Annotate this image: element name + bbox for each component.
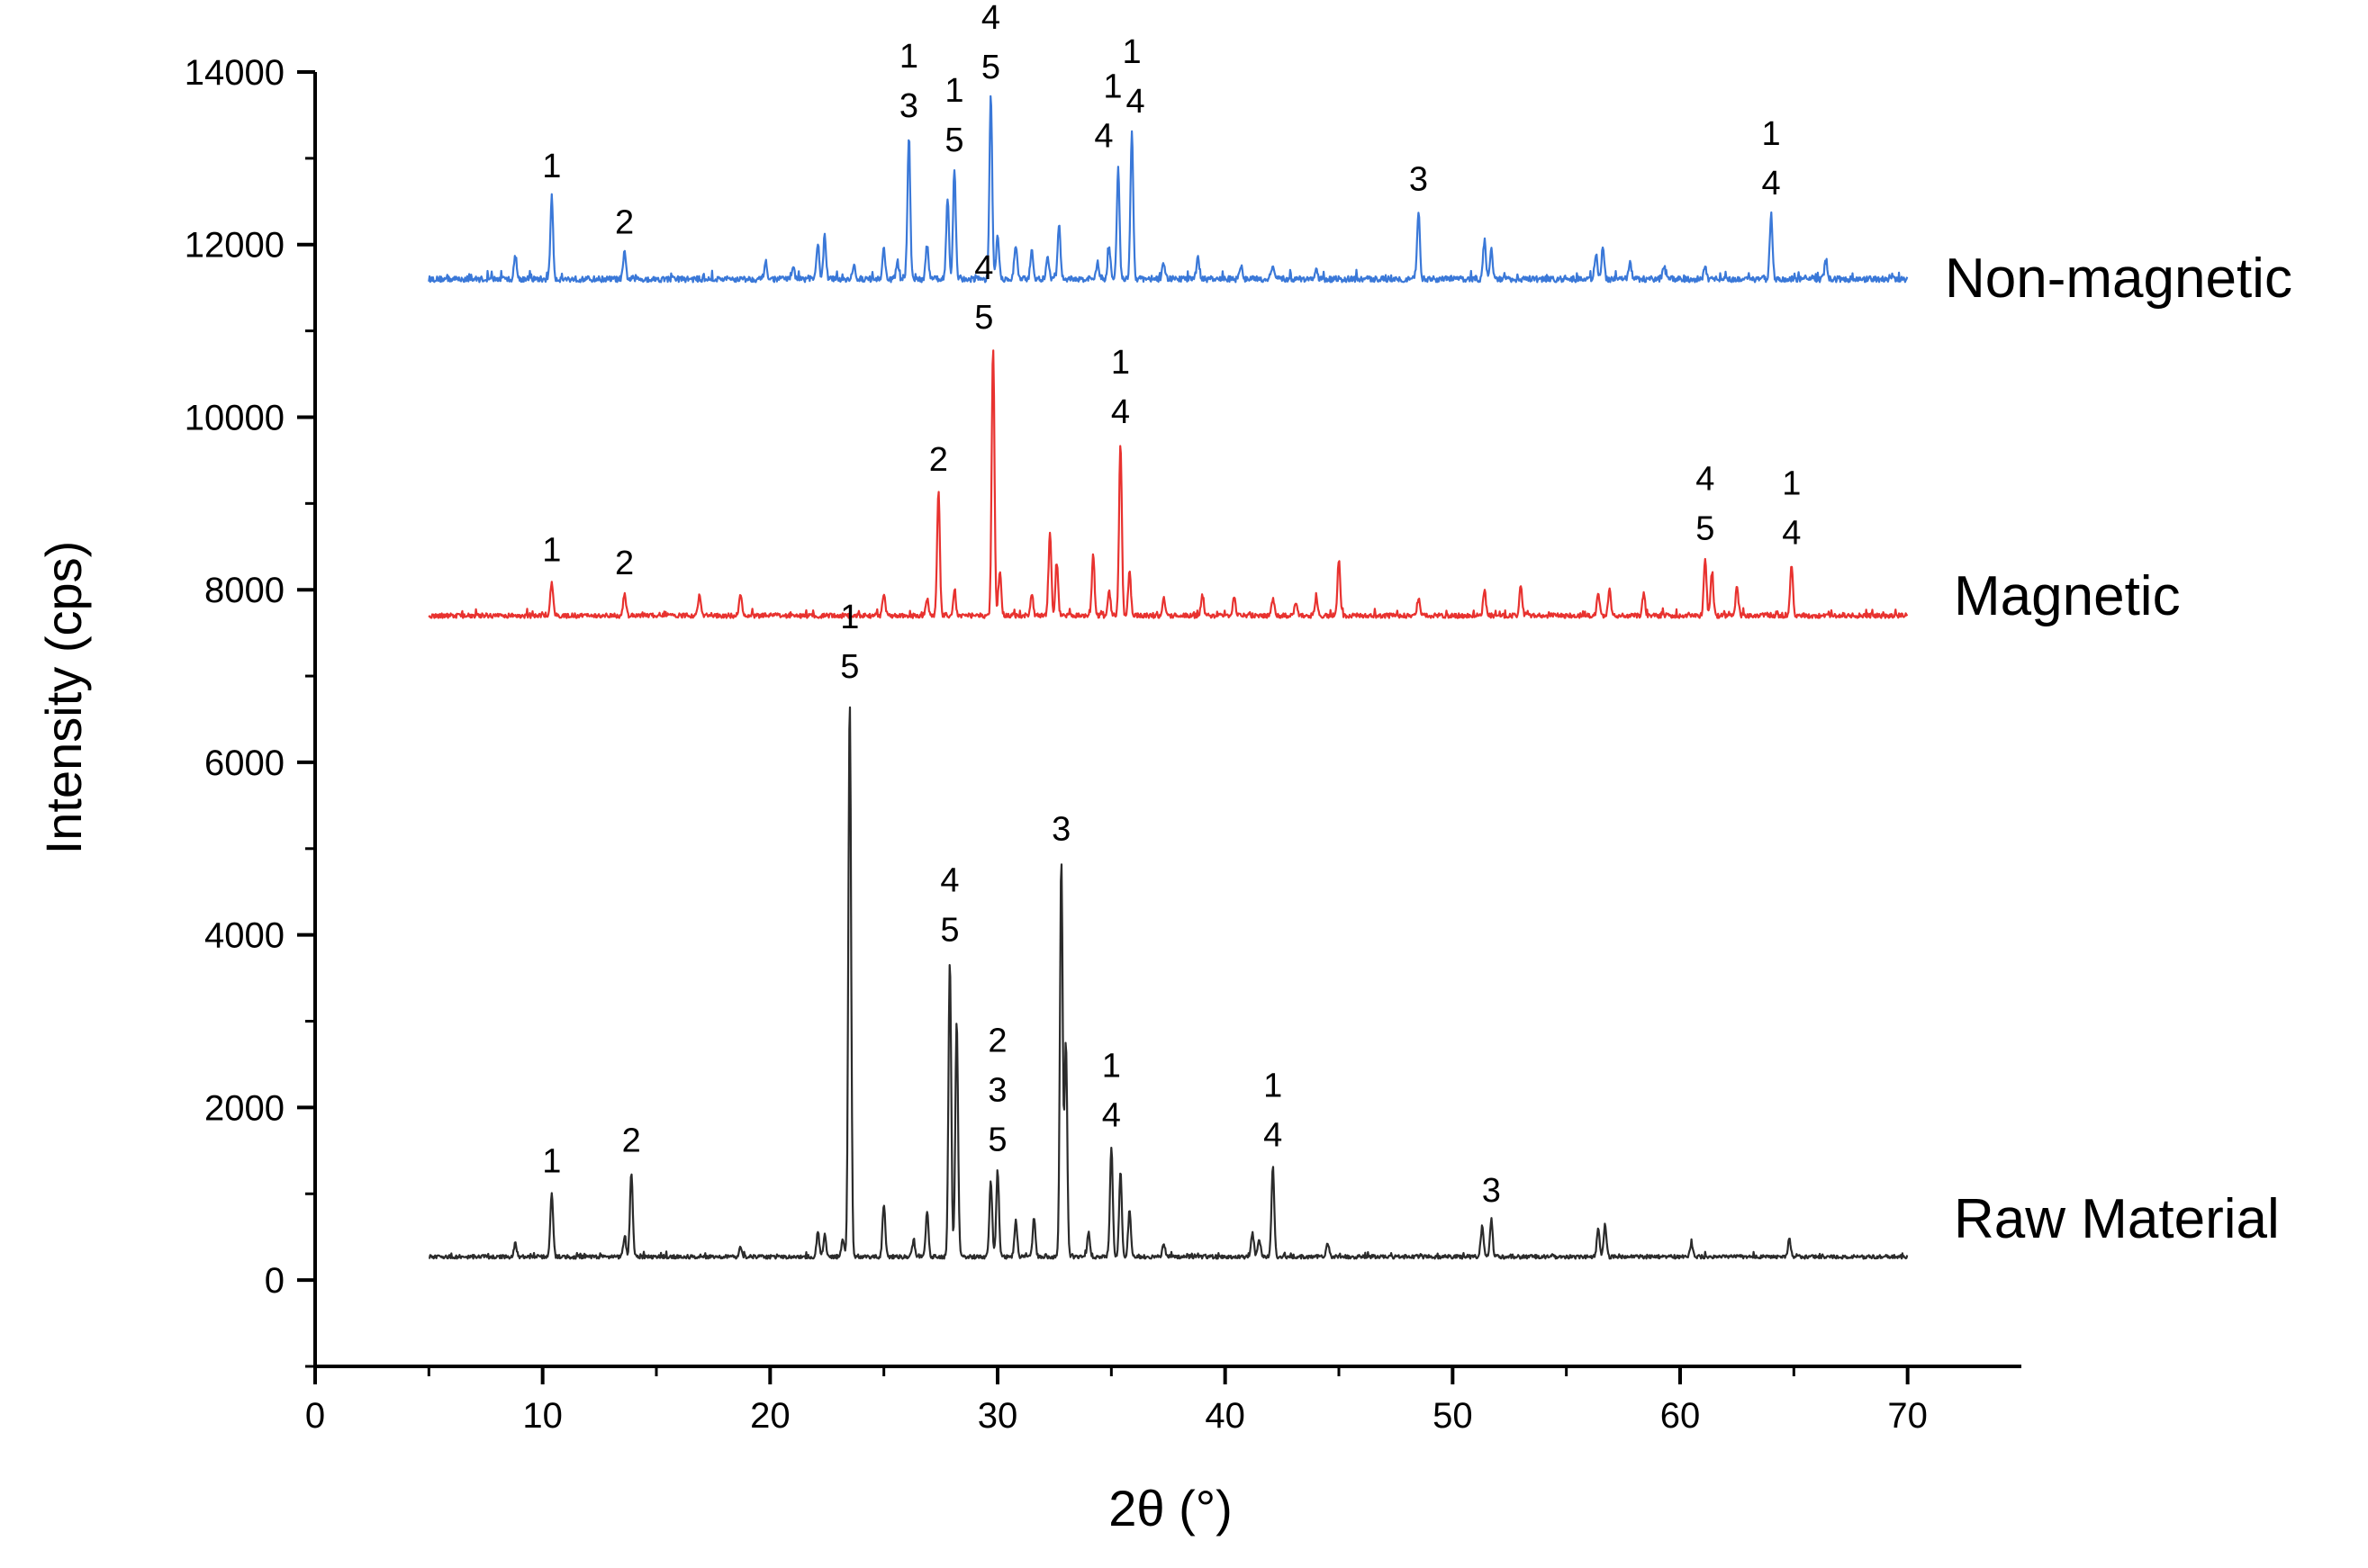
x-tick-label: 10 <box>522 1396 563 1436</box>
peak-label: 2 <box>615 203 634 241</box>
x-axis-title: 2θ (°) <box>1108 1480 1233 1536</box>
peak-label: 1 <box>1103 68 1122 105</box>
peak-label: 4 <box>1263 1117 1282 1155</box>
peak-label: 4 <box>1782 514 1801 552</box>
peak-label: 5 <box>988 1121 1007 1158</box>
peak-label: 5 <box>1695 510 1714 548</box>
peak-label: 1 <box>899 38 918 76</box>
series-label: Magnetic <box>1954 565 2181 627</box>
peak-label: 1 <box>542 532 561 570</box>
peak-label: 5 <box>974 299 993 337</box>
peak-label: 5 <box>840 648 859 686</box>
x-tick-label: 40 <box>1205 1396 1245 1436</box>
x-tick-label: 20 <box>750 1396 791 1436</box>
series-line-magnetic <box>428 349 1909 619</box>
peak-label: 3 <box>1052 810 1071 848</box>
peak-label: 1 <box>1102 1048 1121 1086</box>
series-label: Non-magnetic <box>1945 248 2292 310</box>
y-tick-label: 2000 <box>204 1088 285 1128</box>
peak-label: 1 <box>1111 344 1130 382</box>
peak-label: 1 <box>840 599 859 636</box>
peak-label: 3 <box>988 1071 1007 1109</box>
series-line-non-magnetic <box>428 95 1909 284</box>
peak-label: 4 <box>1111 393 1130 431</box>
series-line-raw-material <box>429 706 1909 1260</box>
series-label: Raw Material <box>1954 1188 2280 1250</box>
y-tick-label: 14000 <box>185 53 285 93</box>
axes <box>313 72 2021 1368</box>
peak-label: 5 <box>940 911 959 949</box>
peak-label: 3 <box>899 87 918 125</box>
x-tick-label: 60 <box>1660 1396 1701 1436</box>
peak-label: 1 <box>1263 1068 1282 1105</box>
y-tick-label: 8000 <box>204 571 285 610</box>
peak-label: 4 <box>940 861 959 899</box>
peak-label: 1 <box>1123 33 1142 71</box>
peak-label: 4 <box>1695 461 1714 499</box>
peak-label: 2 <box>929 441 948 479</box>
peak-label: 5 <box>981 49 1000 86</box>
peak-label: 1 <box>944 72 963 110</box>
peak-label: 4 <box>1126 83 1145 121</box>
plot-lines <box>428 95 1909 1260</box>
y-tick-label: 0 <box>265 1261 285 1301</box>
peak-label: 4 <box>1102 1097 1121 1135</box>
x-tick-label: 70 <box>1887 1396 1928 1436</box>
x-tick-label: 50 <box>1433 1396 1473 1436</box>
y-tick-label: 4000 <box>204 916 285 956</box>
peak-label: 2 <box>622 1122 641 1159</box>
y-tick-label: 10000 <box>185 398 285 437</box>
series-labels: Non-magnetic Magnetic Raw Material <box>1945 248 2292 1250</box>
peak-label: 4 <box>1094 117 1113 155</box>
x-tick-label: 30 <box>978 1396 1018 1436</box>
peak-label: 1 <box>1761 115 1780 153</box>
peak-label: 4 <box>981 0 1000 37</box>
y-tick-label: 6000 <box>204 743 285 783</box>
y-axis-title: Intensity (cps) <box>35 541 92 855</box>
peak-label: 3 <box>1482 1172 1501 1210</box>
peak-label: 1 <box>542 1142 561 1180</box>
peak-label: 4 <box>1761 165 1780 203</box>
peak-label: 4 <box>974 249 993 287</box>
peak-label: 1 <box>542 148 561 185</box>
peak-label: 1 <box>1782 464 1801 502</box>
y-tick-label: 12000 <box>185 226 285 266</box>
peak-label: 2 <box>988 1022 1007 1059</box>
x-tick-label: 0 <box>305 1396 325 1436</box>
peak-label: 2 <box>615 545 634 582</box>
peak-label: 3 <box>1409 160 1428 198</box>
peak-label: 5 <box>944 122 963 159</box>
ticks: 0 10 20 30 40 50 60 70 0 2000 4000 6000 8000 10000 120… <box>185 53 1928 1436</box>
